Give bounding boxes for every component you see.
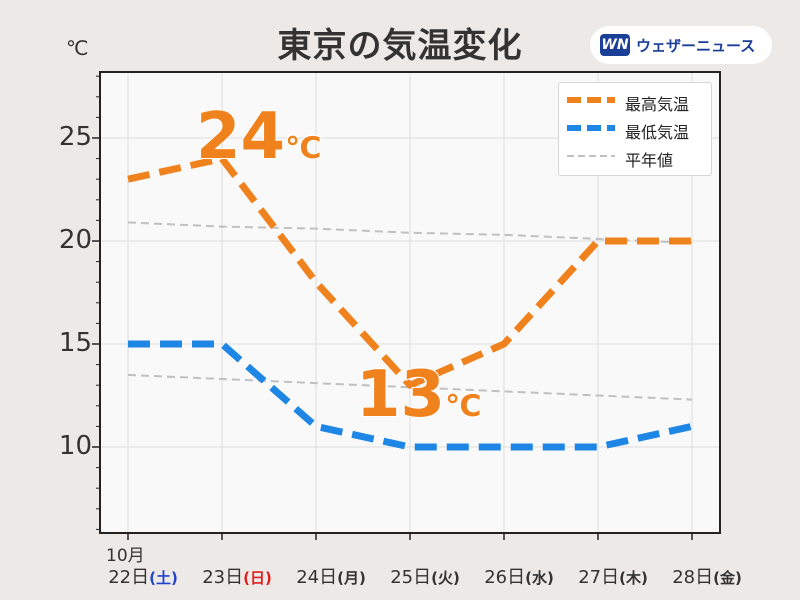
weathernews-logo-mark: WN <box>600 34 630 56</box>
x-tick-weekday: (木) <box>619 569 648 587</box>
x-tick-weekday: (月) <box>337 569 366 587</box>
x-tick-day: 23日 <box>202 567 244 588</box>
x-tick-label: 28日(金) <box>652 563 762 589</box>
series-layer <box>127 155 693 451</box>
normal-temperature-line <box>127 373 693 401</box>
y-tick-label: 15 <box>58 328 92 358</box>
annotation-max-high: 24℃ <box>195 99 322 175</box>
x-tick-day: 28日 <box>672 567 714 588</box>
x-tick-weekday: (土) <box>149 569 178 587</box>
legend-item-low: 最低気温 <box>559 117 711 142</box>
legend-item-normal: 平年値 <box>559 145 711 170</box>
x-tick-label: 24日(月) <box>276 563 386 589</box>
annotation-max-high-value: 24 <box>195 99 286 175</box>
x-tick-day: 24日 <box>296 567 338 588</box>
x-tick-label: 22日(土) <box>88 563 198 589</box>
weathernews-logo: WN ウェザーニュース <box>590 26 772 64</box>
x-tick-weekday: (日) <box>243 569 272 587</box>
legend-swatch-low <box>567 125 615 131</box>
x-tick-label: 23日(日) <box>182 563 292 589</box>
y-tick-label: 20 <box>58 225 92 255</box>
legend: 最高気温 最低気温 平年値 <box>558 82 712 176</box>
annotation-min-high: 13℃ <box>355 357 482 433</box>
x-tick-label: 27日(木) <box>558 563 668 589</box>
x-tick-weekday: (水) <box>525 569 554 587</box>
annotation-min-high-unit: ℃ <box>444 388 482 425</box>
y-tick-label: 10 <box>58 431 92 461</box>
x-tick-day: 26日 <box>484 567 526 588</box>
high-temperature-line <box>127 155 692 389</box>
legend-item-high: 最高気温 <box>559 89 711 114</box>
x-axis-month-label: 10月 <box>106 546 145 566</box>
y-axis-unit: ℃ <box>66 36 89 60</box>
y-tick-label: 25 <box>58 122 92 152</box>
x-tick-day: 22日 <box>108 567 150 588</box>
x-tick-label: 25日(火) <box>370 563 480 589</box>
legend-swatch-high <box>567 97 615 103</box>
legend-label-normal: 平年値 <box>625 151 674 170</box>
chart-title: 東京の気温変化 <box>277 26 523 66</box>
x-tick-weekday: (金) <box>713 569 742 587</box>
annotation-min-high-value: 13 <box>355 357 446 433</box>
normal-temperature-line <box>127 221 693 245</box>
legend-label-high: 最高気温 <box>625 95 690 114</box>
x-tick-day: 27日 <box>578 567 620 588</box>
x-tick-weekday: (火) <box>431 569 460 587</box>
annotation-max-high-unit: ℃ <box>284 130 322 167</box>
x-tick-label: 26日(水) <box>464 563 574 589</box>
weathernews-logo-text: ウェザーニュース <box>636 36 756 55</box>
legend-swatch-normal <box>567 155 615 157</box>
legend-label-low: 最低気温 <box>625 123 690 142</box>
x-tick-day: 25日 <box>390 567 432 588</box>
axis-ticks <box>92 75 693 540</box>
